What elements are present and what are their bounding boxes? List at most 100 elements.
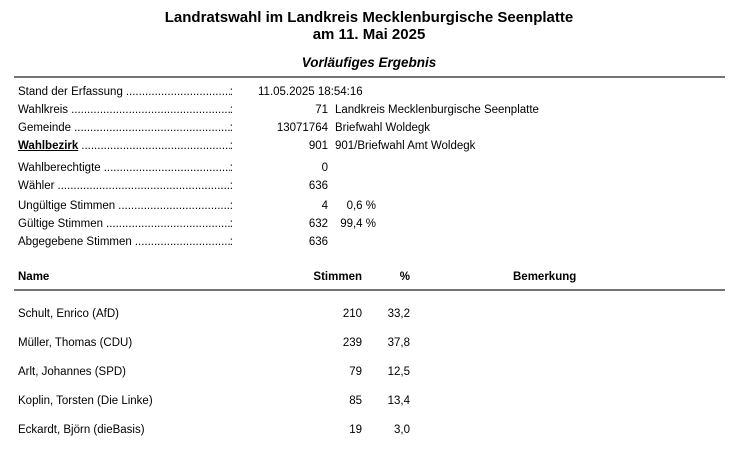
candidate-percent: 3,0 [394,423,410,436]
info-value: 71 [315,104,328,116]
info-value: 632 [308,218,328,230]
info-label-cell: Wahlkreis ..............................… [18,101,233,119]
info-value: 13071764 [276,122,328,134]
label-colon: : [229,180,233,192]
column-header-bemerkung: Bemerkung [513,271,577,283]
info-value: 0 [321,162,328,174]
info-text: Landkreis Mecklenburgische Seenplatte [335,104,539,116]
dot-leader: ........................................… [71,104,230,116]
results-table-header: Name Stimmen % Bemerkung [0,271,738,283]
candidate-name: Koplin, Torsten (Die Linke) [18,394,153,407]
info-label-cell: Stand der Erfassung ....................… [18,83,233,101]
label-colon: : [229,104,233,116]
candidate-votes: 210 [342,307,362,320]
report-title-line1: Landratswahl im Landkreis Mecklenburgisc… [164,9,574,26]
report-title-line2: am 11. Mai 2025 [312,26,426,43]
info-row: Wähler .................................… [0,177,738,195]
dot-leader: ........................................… [106,218,230,230]
info-label: Wähler [18,180,55,192]
info-row: Ungültige Stimmen ......................… [0,197,738,215]
info-extra-cell: 99,4 % [328,215,738,233]
info-value: 636 [308,236,328,248]
candidate-votes: 239 [342,336,362,349]
info-label-cell: Wahlbezirk .............................… [18,137,233,155]
dot-leader: ........................................… [118,200,230,212]
label-colon: : [229,140,233,152]
info-row: Gültige Stimmen ........................… [0,215,738,233]
info-row: Wahlbezirk .............................… [0,137,738,155]
info-extra-cell: 901/Briefwahl Amt Woldegk [328,137,738,155]
info-label-cell: Wahlberechtigte ........................… [18,159,233,177]
info-label: Wahlberechtigte [18,162,101,174]
info-row: Wahlberechtigte ........................… [0,159,738,177]
info-value: 11.05.2025 18:54:16 [258,86,363,98]
info-label: Gemeinde [18,122,72,134]
result-row: Eckardt, Björn (dieBasis) 19 3,0 [0,415,738,444]
info-extra-cell: Briefwahl Woldegk [328,119,738,137]
label-colon: : [229,86,233,98]
label-colon: : [229,122,233,134]
info-value: 636 [308,180,328,192]
candidate-name: Eckardt, Björn (dieBasis) [18,423,145,436]
info-label-cell: Gemeinde ...............................… [18,119,233,137]
info-label: Stand der Erfassung [18,86,123,98]
info-percent: 0,6 % [346,200,376,212]
label-colon: : [229,162,233,174]
info-extra-cell [328,83,738,101]
candidate-votes: 19 [349,423,362,436]
info-label-cell: Abgegebene Stimmen .....................… [18,233,233,251]
info-extra-cell [328,177,738,195]
info-row: Stand der Erfassung ....................… [0,83,738,101]
result-row: Arlt, Johannes (SPD) 79 12,5 [0,357,738,386]
result-row: Koplin, Torsten (Die Linke) 85 13,4 [0,386,738,415]
info-row: Gemeinde ...............................… [0,119,738,137]
candidate-percent: 12,5 [387,365,410,378]
info-label-cell: Gültige Stimmen ........................… [18,215,233,233]
candidate-votes: 79 [349,365,362,378]
info-value: 901 [308,140,328,152]
info-value: 4 [321,200,328,212]
result-row: Müller, Thomas (CDU) 239 37,8 [0,328,738,357]
candidate-percent: 33,2 [387,307,410,320]
info-text: 901/Briefwahl Amt Woldegk [335,140,476,152]
info-label-cell: Ungültige Stimmen ......................… [18,197,233,215]
column-header-stimmen: Stimmen [313,271,362,283]
column-header-percent: % [399,271,410,283]
label-colon: : [229,236,233,248]
candidate-percent: 13,4 [387,394,410,407]
info-row: Abgegebene Stimmen .....................… [0,233,738,251]
info-row: Wahlkreis ..............................… [0,101,738,119]
divider-header [14,76,725,78]
label-colon: : [229,200,233,212]
info-extra-cell: 0,6 % [328,197,738,215]
info-extra-cell [328,159,738,177]
candidate-name: Schult, Enrico (AfD) [18,307,119,320]
label-colon: : [229,218,233,230]
results-table-body: Schult, Enrico (AfD) 210 33,2 Müller, Th… [0,299,738,444]
info-label: Wahlkreis [18,104,69,116]
candidate-name: Arlt, Johannes (SPD) [18,365,127,378]
info-percent: 99,4 % [340,218,376,230]
info-extra-cell: Landkreis Mecklenburgische Seenplatte [328,101,738,119]
divider-table-header [14,289,725,291]
candidate-name: Müller, Thomas (CDU) [18,336,133,349]
candidate-percent: 37,8 [387,336,410,349]
info-section: Stand der Erfassung ....................… [0,83,738,251]
dot-leader: ........................................… [134,236,230,248]
dot-leader: ........................................… [103,162,230,174]
candidate-votes: 85 [349,394,362,407]
info-label: Gültige Stimmen [18,218,104,230]
info-label: Abgegebene Stimmen [18,236,132,248]
dot-leader: ........................................… [125,86,230,98]
dot-leader: ........................................… [57,180,230,192]
info-label-cell: Wähler .................................… [18,177,233,195]
report-title-block: Landratswahl im Landkreis Mecklenburgisc… [0,0,738,43]
info-text: Briefwahl Woldegk [335,122,431,134]
dot-leader: ........................................… [74,122,230,134]
info-label: Wahlbezirk [18,140,79,152]
report-subtitle: Vorläufiges Ergebnis [301,55,437,70]
info-extra-cell [328,233,738,251]
info-label: Ungültige Stimmen [18,200,116,212]
result-row: Schult, Enrico (AfD) 210 33,2 [0,299,738,328]
dot-leader: ........................................… [81,140,230,152]
